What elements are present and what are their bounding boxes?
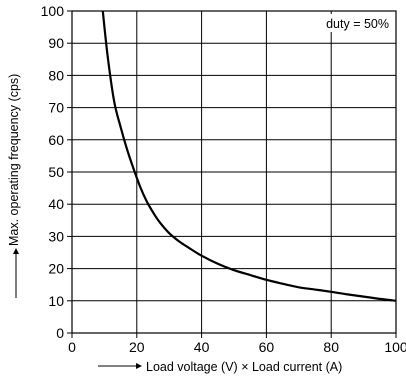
x-tick-label: 100	[384, 339, 406, 355]
y-axis-arrow-head	[13, 248, 19, 254]
y-axis-title-group: Max. operating frequency (cps)	[7, 74, 21, 298]
x-tick-label: 80	[323, 339, 339, 355]
x-axis-title: Load voltage (V) × Load current (A)	[146, 360, 342, 374]
y-tick-label: 60	[48, 132, 64, 148]
y-tick-label: 80	[48, 67, 64, 83]
x-tick-label: 20	[129, 339, 145, 355]
x-tick-label: 0	[68, 339, 76, 355]
y-tick-label: 0	[56, 325, 64, 341]
y-tick-label: 90	[48, 35, 64, 51]
annotation-text: duty = 50%	[326, 17, 389, 31]
series-line	[101, 10, 397, 302]
x-tick-label: 60	[259, 339, 275, 355]
grid	[72, 11, 396, 333]
y-tick-label: 100	[41, 3, 65, 19]
ticks	[67, 10, 397, 338]
y-tick-label: 40	[48, 196, 64, 212]
y-tick-label: 50	[48, 164, 64, 180]
y-tick-label: 30	[48, 228, 64, 244]
x-tick-label: 40	[194, 339, 210, 355]
plot-frame	[71, 10, 397, 334]
y-tick-label: 70	[48, 100, 64, 116]
tick-labels: 0 20 40 60 80 100 0 10 20 30 40 50 60 70 80 90 100	[41, 3, 406, 355]
y-tick-label: 20	[48, 261, 64, 277]
x-axis-title-group: Load voltage (V) × Load current (A)	[98, 360, 342, 374]
x-axis-arrow-head	[136, 363, 142, 369]
y-axis-title: Max. operating frequency (cps)	[7, 74, 21, 246]
annotation-background	[306, 14, 392, 32]
y-tick-label: 10	[48, 293, 64, 309]
